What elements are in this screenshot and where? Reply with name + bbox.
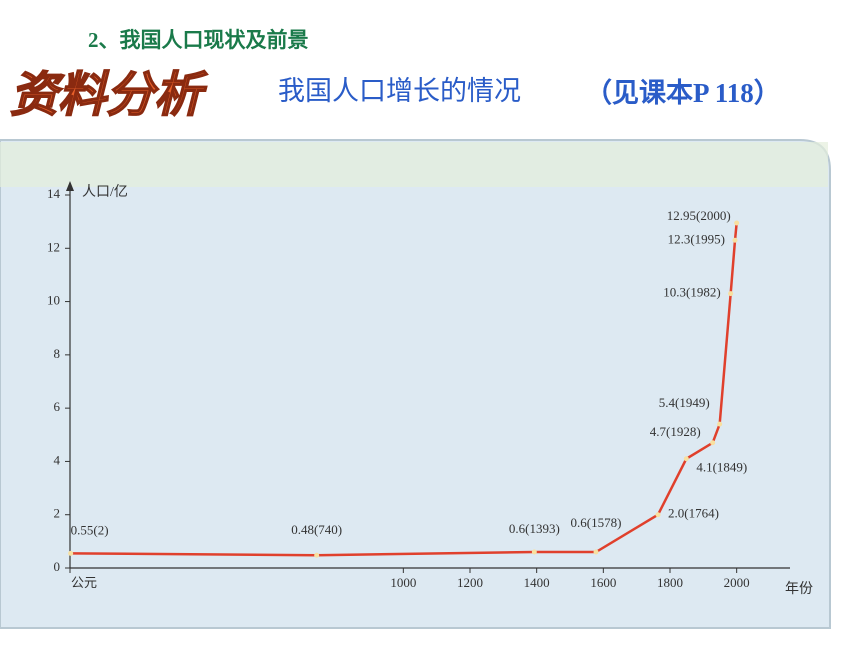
value-label: 4.1(1849) (696, 460, 747, 475)
y-arrow (66, 181, 74, 191)
point (531, 549, 537, 555)
value-label: 2.0(1764) (668, 506, 719, 521)
banner: 资料分析 (10, 69, 208, 122)
point (732, 237, 738, 243)
x-tick-label: 公元 (71, 575, 97, 590)
x-tick-label: 2000 (724, 575, 750, 590)
value-label: 12.3(1995) (668, 231, 725, 246)
x-axis-label: 年份 (785, 581, 813, 597)
y-tick-label: 8 (54, 346, 61, 361)
x-tick-label: 1200 (457, 575, 483, 590)
panel-band (0, 142, 828, 187)
y-tick-label: 12 (47, 239, 60, 254)
y-tick-label: 10 (47, 293, 60, 308)
point (683, 456, 689, 462)
value-label: 0.6(1578) (571, 515, 622, 530)
point (710, 440, 716, 446)
y-tick-label: 6 (54, 399, 61, 414)
title: 我国人口增长的情况 (278, 76, 521, 106)
point (717, 421, 723, 427)
point (655, 512, 661, 518)
x-tick-label: 1600 (590, 575, 616, 590)
y-tick-label: 2 (54, 506, 61, 521)
value-label: 0.6(1393) (509, 521, 560, 536)
point (734, 220, 740, 226)
value-label: 10.3(1982) (663, 285, 720, 300)
y-tick-label: 4 (54, 452, 61, 467)
y-tick-label: 0 (54, 559, 61, 574)
plot: 人口/亿年份 0 2 4 6 8 10 12 14 公元 1000 1200 1400 1600 1800 2… (47, 181, 813, 597)
x-tick-label: 1800 (657, 575, 683, 590)
x-tick-label: 1000 (390, 575, 416, 590)
value-label: 4.7(1928) (650, 424, 701, 439)
heading: 2、我国人口现状及前景 (88, 28, 309, 52)
y-tick-label: 14 (47, 186, 61, 201)
value-label: 0.55(2) (71, 522, 109, 537)
value-label: 12.95(2000) (667, 208, 731, 223)
point (68, 550, 74, 556)
reference: （见课本P 118） (585, 78, 781, 108)
point (728, 291, 734, 297)
x-tick-label: 1400 (524, 575, 550, 590)
value-label: 0.48(740) (291, 522, 342, 537)
point (593, 549, 599, 555)
y-axis-label: 人口/亿 (82, 184, 128, 200)
point (314, 552, 320, 558)
value-label: 5.4(1949) (659, 395, 710, 410)
